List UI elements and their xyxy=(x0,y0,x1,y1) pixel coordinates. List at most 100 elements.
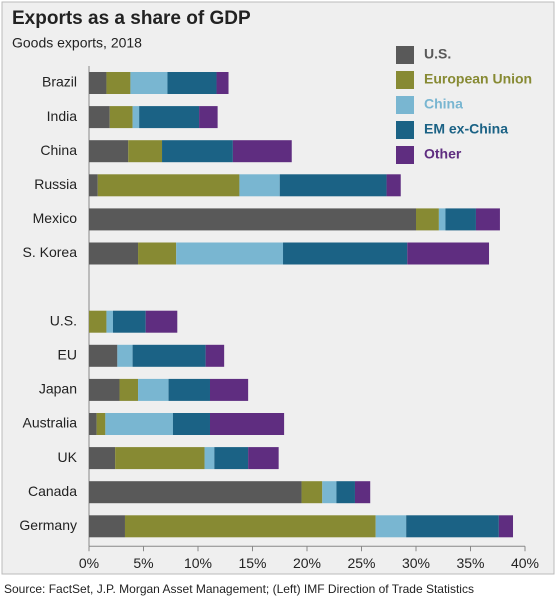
bar-segment xyxy=(168,378,210,401)
bar-segment xyxy=(232,140,292,163)
bar-segment xyxy=(117,344,133,367)
bar-segment xyxy=(354,481,371,504)
bar-segment xyxy=(89,208,416,231)
x-tick-label: 10% xyxy=(184,555,212,571)
y-tick-label: India xyxy=(47,108,78,124)
bar-segment xyxy=(145,310,178,333)
legend-swatch xyxy=(396,46,414,64)
bar-segment xyxy=(336,481,355,504)
bar-segment xyxy=(416,208,439,231)
bar-segment xyxy=(89,140,129,163)
bar-segment xyxy=(89,515,125,538)
legend-label: U.S. xyxy=(424,46,451,62)
x-tick-label: 5% xyxy=(133,555,153,571)
legend-swatch xyxy=(396,71,414,89)
x-tick-label: 0% xyxy=(79,555,99,571)
bar-segment xyxy=(139,106,200,129)
bar-segment xyxy=(375,515,407,538)
bar-segment xyxy=(322,481,337,504)
bar-segment xyxy=(89,447,116,470)
bar-segment xyxy=(248,447,279,470)
bar-segment xyxy=(89,481,302,504)
y-tick-label: Russia xyxy=(34,176,77,192)
x-tick-label: 20% xyxy=(293,555,321,571)
legend-swatch xyxy=(396,146,414,164)
bar-segment xyxy=(138,378,169,401)
x-tick-label: 15% xyxy=(238,555,266,571)
bar-segment xyxy=(214,447,249,470)
bar-segment xyxy=(89,106,110,129)
bar-segment xyxy=(498,515,514,538)
bar-segment xyxy=(176,242,284,265)
bar-segment xyxy=(279,174,387,197)
y-tick-label: UK xyxy=(58,449,78,465)
bar-segment xyxy=(106,310,113,333)
bar-segment xyxy=(132,344,206,367)
bar-segment xyxy=(89,242,139,265)
bar-segment xyxy=(216,72,229,94)
bar-segment xyxy=(239,174,280,197)
y-tick-label: Mexico xyxy=(33,210,78,226)
y-tick-label: Germany xyxy=(19,517,77,533)
bar-segment xyxy=(89,310,107,333)
y-tick-label: Japan xyxy=(39,381,77,397)
y-tick-label: S. Korea xyxy=(23,244,78,260)
bar-segment xyxy=(89,378,120,401)
legend-label: European Union xyxy=(424,71,532,87)
x-tick-label: 25% xyxy=(347,555,375,571)
bar-segment xyxy=(172,413,210,435)
bar-segment xyxy=(109,106,133,129)
legend-label: EM ex-China xyxy=(424,121,508,137)
legend-label: China xyxy=(424,96,463,112)
x-tick-label: 40% xyxy=(511,555,539,571)
bar-segment xyxy=(124,515,376,538)
bar-segment xyxy=(128,140,163,163)
bar-segment xyxy=(138,242,177,265)
y-tick-label: Brazil xyxy=(42,74,77,90)
bar-segment xyxy=(209,413,285,435)
bar-segment xyxy=(167,72,217,94)
source-note: Source: FactSet, J.P. Morgan Asset Manag… xyxy=(4,582,474,596)
bar-segment xyxy=(407,242,490,265)
bar-segment xyxy=(89,174,98,197)
y-tick-label: U.S. xyxy=(50,312,77,328)
bar-segment xyxy=(130,72,168,94)
bar-segment xyxy=(199,106,218,129)
y-tick-label: China xyxy=(40,142,77,158)
bar-segment xyxy=(162,140,233,163)
bar-segment xyxy=(445,208,476,231)
bar-segment xyxy=(209,378,249,401)
bar-segment xyxy=(386,174,401,197)
y-tick-label: EU xyxy=(58,347,77,363)
bar-segment xyxy=(132,106,140,129)
bar-segment xyxy=(89,72,107,94)
y-tick-label: Australia xyxy=(23,415,78,431)
legend-swatch xyxy=(396,121,414,139)
y-tick-label: Canada xyxy=(28,483,77,499)
bar-segment xyxy=(406,515,499,538)
bar-segment xyxy=(106,72,131,94)
legend-swatch xyxy=(396,96,414,114)
bar-segment xyxy=(205,344,225,367)
bar-segment xyxy=(119,378,139,401)
bar-segment xyxy=(96,413,106,435)
bar-segment xyxy=(475,208,500,231)
x-tick-label: 30% xyxy=(402,555,430,571)
bar-segment xyxy=(204,447,215,470)
chart-subtitle: Goods exports, 2018 xyxy=(12,35,142,51)
bar-segment xyxy=(97,174,240,197)
bar-segment xyxy=(112,310,146,333)
bar-segment xyxy=(89,413,97,435)
bar-segment xyxy=(89,344,118,367)
chart-panel xyxy=(1,1,555,575)
chart-title: Exports as a share of GDP xyxy=(12,8,251,29)
bar-segment xyxy=(115,447,205,470)
legend-label: Other xyxy=(424,146,462,162)
bar-segment xyxy=(301,481,323,504)
bar-segment xyxy=(105,413,173,435)
bar-segment xyxy=(283,242,408,265)
x-tick-label: 35% xyxy=(456,555,484,571)
bar-segment xyxy=(438,208,446,231)
